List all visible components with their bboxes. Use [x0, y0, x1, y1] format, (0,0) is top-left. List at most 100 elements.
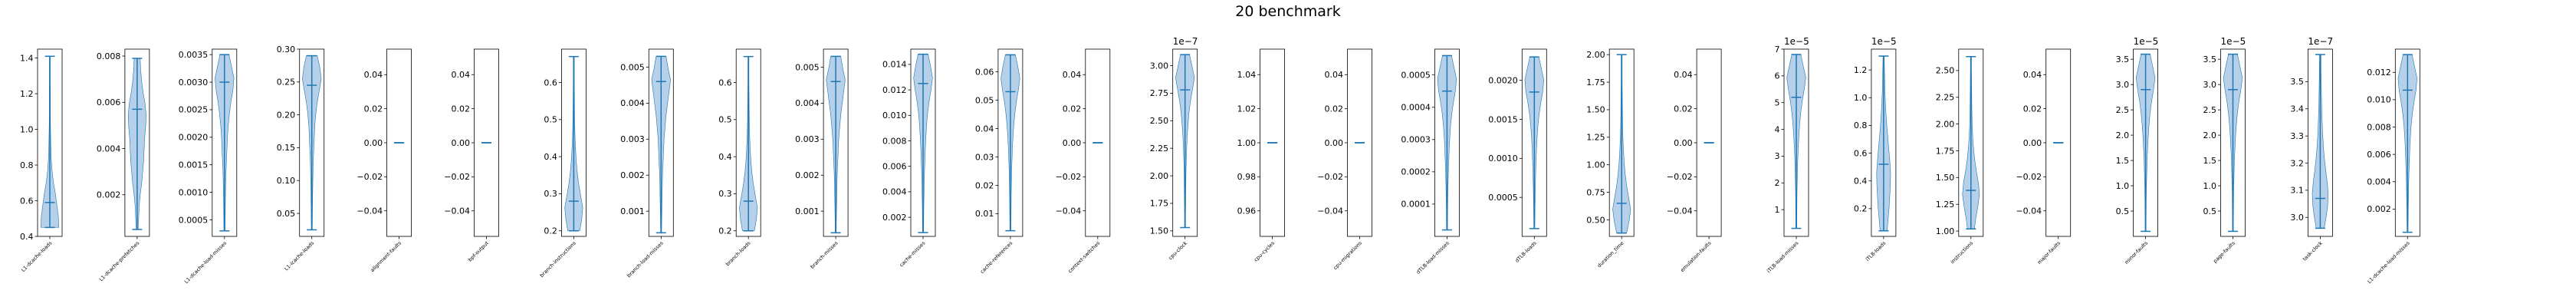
subplot-5: −0.04 −0.02 0.00 0.02 0.04 alignment-faults: [356, 48, 412, 273]
y-tick-label: 0.8: [20, 160, 34, 170]
y-tick-label: 0.002: [2367, 204, 2391, 214]
category-label: major-faults: [2036, 239, 2062, 266]
y-tick-label: 1.0: [1854, 93, 1868, 103]
y-tick-label: 1.5: [2203, 156, 2217, 166]
y-tick-label: 0.2: [1854, 204, 1868, 214]
category-label: cache-misses: [899, 239, 927, 268]
y-tick-label: 3: [1775, 151, 1780, 161]
chart-title: 20 benchmark: [1235, 3, 1341, 20]
y-tick-label: 0.05: [277, 209, 296, 219]
y-tick-label: 3.5: [2290, 77, 2304, 87]
y-tick-label: −0.04: [1317, 206, 1343, 216]
y-tick-label: 0.4: [20, 232, 34, 242]
y-tick-label: 1.0: [20, 124, 34, 134]
y-tick-label: 0.0005: [179, 215, 209, 225]
y-tick-label: 0.06: [975, 67, 994, 77]
y-tick-label: −0.02: [2016, 172, 2042, 182]
y-tick-label: 1.5: [2116, 156, 2130, 166]
y-tick-label: 1.2: [20, 89, 34, 99]
subplot-19: 0.50 0.75 1.00 1.25 1.50 1.75 2.00 duration_tim…: [1586, 48, 1635, 269]
subplot-12: 0.01 0.02 0.03 0.04 0.05 0.06 cache-references: [975, 48, 1024, 275]
y-tick-label: 1.02: [1237, 104, 1257, 114]
y-tick-label: 0.5: [2116, 206, 2130, 216]
y-tick-label: 0.008: [97, 51, 121, 61]
y-tick-label: 3.4: [2290, 104, 2304, 114]
y-tick-label: 2.75: [1150, 88, 1169, 98]
y-tick-label: 2.25: [1150, 144, 1169, 154]
category-label: branch-misses: [809, 239, 839, 269]
y-tick-label: 0.4: [718, 152, 732, 162]
subplot-7: 0.2 0.3 0.4 0.5 0.6 branch-instructions: [539, 48, 586, 279]
subplot-27: 3.0 3.1 3.2 3.3 3.4 3.5 1e−7 task-clock: [2290, 36, 2333, 262]
y-tick-label: −0.02: [356, 172, 383, 182]
y-tick-label: −0.04: [1056, 206, 1082, 216]
y-tick-label: 0.0005: [1401, 70, 1431, 80]
y-tick-label: 1.04: [1237, 70, 1257, 80]
y-tick-label: 0.012: [2367, 68, 2391, 78]
y-tick-label: 0.00: [452, 138, 471, 148]
y-tick-label: 0.0035: [179, 50, 209, 60]
y-tick-label: 0.8: [1854, 120, 1868, 130]
y-tick-label: 0.2: [544, 226, 557, 236]
y-tick-label: −0.02: [1317, 172, 1343, 182]
subplot-13: −0.04 −0.02 0.00 0.02 0.04 context-switches: [1056, 48, 1111, 274]
y-tick-label: 0.0002: [1401, 167, 1431, 177]
y-tick-label: 0.02: [975, 180, 994, 190]
y-tick-label: 2.00: [1586, 50, 1605, 60]
category-label: L1-dcache-load-misses: [2366, 239, 2411, 285]
y-tick-label: 2.50: [1936, 66, 1955, 76]
subplot-10: 0.001 0.002 0.003 0.004 0.005 branch-misses: [795, 48, 849, 270]
category-label: cpu-cycles: [1253, 239, 1276, 262]
category-label: iTLB-loads: [1865, 239, 1888, 262]
category-label: branch-instructions: [539, 239, 578, 279]
y-tick-label: 0.4: [1854, 177, 1868, 187]
category-label: iTLB-load-misses: [1766, 239, 1800, 274]
y-tick-label: 0.0001: [1401, 200, 1431, 210]
offset-label: 1e−5: [2134, 36, 2159, 47]
offset-label: 1e−7: [1173, 36, 1198, 47]
y-tick-label: 0.002: [620, 170, 645, 180]
y-tick-label: −0.04: [444, 206, 470, 216]
y-tick-label: 0.012: [882, 85, 907, 95]
subplot-20: −0.04 −0.02 0.00 0.02 0.04 emulation-faults: [1667, 48, 1722, 273]
y-tick-label: 0.04: [1063, 70, 1082, 80]
y-tick-label: 0.3: [718, 189, 732, 199]
y-tick-label: 0.20: [277, 110, 296, 120]
subplot-26: 0.5 1.0 1.5 2.0 2.5 3.0 3.5 1e−5 page-faults: [2203, 36, 2246, 264]
y-tick-label: 0.008: [2367, 122, 2391, 132]
y-tick-label: 0.00: [2023, 138, 2042, 148]
subplot-16: −0.04 −0.02 0.00 0.02 0.04 cpu-migrations: [1317, 48, 1372, 271]
y-tick-label: 0.5: [544, 115, 557, 125]
subplot-11: 0.002 0.004 0.006 0.008 0.010 0.012 0.014 cache…: [882, 48, 936, 268]
category-label: cache-references: [979, 239, 1014, 275]
y-tick-label: 2.00: [1936, 119, 1955, 129]
subplot-21: 1 2 3 4 5 6 7 1e−5 iTLB-load-misses: [1766, 36, 1809, 274]
category-label: dTLB-load-misses: [1415, 239, 1451, 275]
y-tick-label: 2.5: [2203, 105, 2217, 115]
y-tick-label: 0.04: [975, 124, 994, 134]
subplot-15: 0.96 0.98 1.00 1.02 1.04 cpu-cycles: [1237, 48, 1285, 263]
y-tick-label: 0.00: [1325, 138, 1344, 148]
y-tick-label: 7: [1775, 45, 1780, 54]
y-tick-label: 1.75: [1586, 78, 1605, 87]
y-tick-label: 0.02: [364, 104, 383, 114]
category-label: duration_time: [1596, 240, 1625, 269]
y-tick-label: 0.3: [544, 189, 557, 199]
y-tick-label: 0.0015: [1488, 114, 1518, 124]
y-tick-label: 0.5: [2203, 206, 2217, 216]
y-tick-label: 0.003: [795, 134, 820, 144]
category-label: L1-icache-loads: [284, 239, 316, 272]
offset-label: 1e−5: [2221, 36, 2246, 47]
y-tick-label: 0.010: [2367, 95, 2391, 105]
y-tick-label: 3.5: [2203, 54, 2217, 64]
y-tick-label: 1.75: [1150, 199, 1169, 209]
category-label: alignment-faults: [370, 239, 403, 273]
y-tick-label: 3.0: [2290, 213, 2304, 223]
y-tick-label: 0.50: [1586, 215, 1605, 225]
y-tick-label: 0.00: [364, 138, 383, 148]
y-tick-label: 6: [1775, 71, 1780, 81]
y-tick-label: 0.0020: [179, 133, 209, 143]
y-tick-label: 3.3: [2290, 131, 2304, 141]
y-tick-label: −0.04: [2016, 206, 2042, 216]
